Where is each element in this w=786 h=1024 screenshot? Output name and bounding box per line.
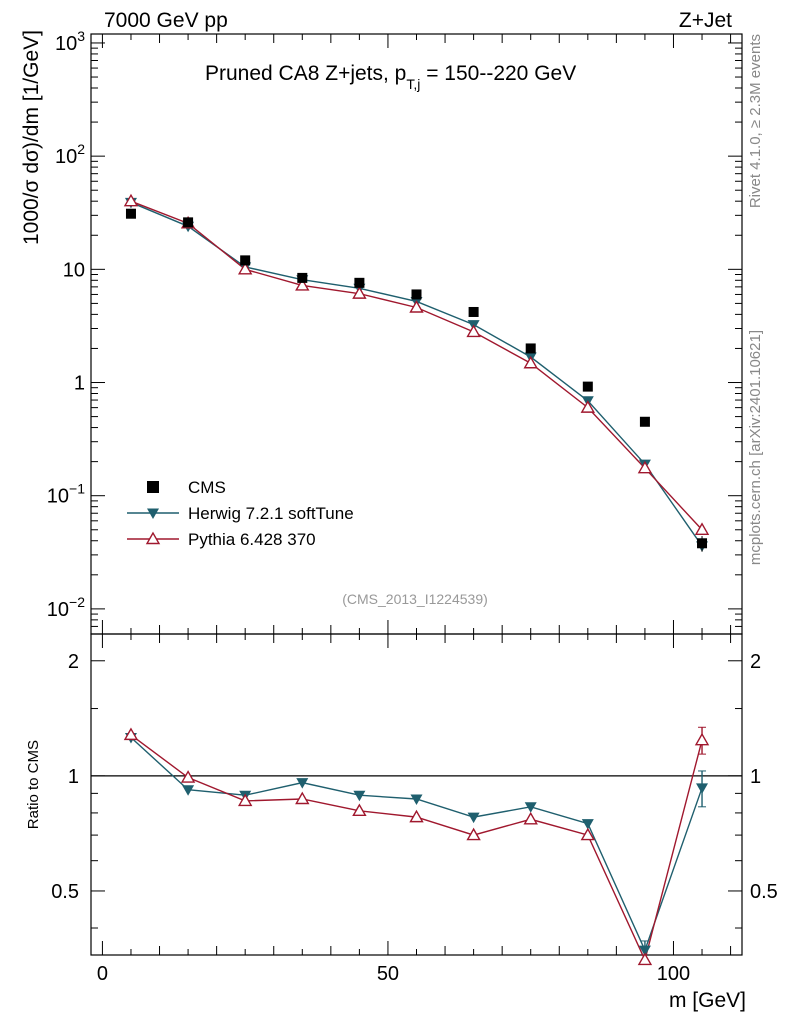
pythia-ratio-point (466, 827, 481, 841)
cms-point (697, 538, 708, 549)
cms-point (297, 272, 308, 283)
pythia-point (637, 460, 653, 474)
herwig-ratio-point (410, 794, 423, 805)
cms-point (354, 277, 365, 288)
ratio-tick-label-right: 0.5 (750, 881, 778, 903)
legend-cms-marker (147, 481, 159, 493)
pythia-point (580, 400, 596, 413)
x-tick-label: 100 (657, 963, 690, 985)
cms-point (240, 255, 251, 266)
y-tick-label: 1 (74, 373, 85, 395)
cms-point (639, 416, 650, 427)
rivet-version-label: Rivet 4.1.0, ≥ 2.3M events (747, 34, 764, 208)
y-tick-label: 10 (63, 259, 85, 281)
ratio-tick-label: 2 (68, 651, 79, 673)
header-left: 7000 GeV pp (104, 9, 228, 32)
x-tick-label: 0 (97, 963, 108, 985)
pythia-point (466, 324, 481, 338)
cms-point (125, 208, 136, 219)
pythia-ratio-point (180, 770, 196, 783)
herwig-ratio-point (296, 778, 309, 789)
pythia-point (123, 193, 139, 207)
ratio-tick-label: 1 (68, 766, 79, 788)
ratio-tick-label: 0.5 (51, 881, 79, 903)
cms-point (525, 343, 536, 354)
herwig-ratio-point (638, 945, 651, 957)
legend-pythia-marker (145, 531, 161, 545)
pythia-point (694, 522, 710, 535)
cms-point (183, 217, 194, 228)
herwig-ratio-point (581, 819, 594, 830)
chart-title: Pruned CA8 Z+jets, pT,j = 150--220 GeV (205, 62, 576, 92)
y-tick-label: 10−1 (47, 481, 85, 508)
cms-point (411, 289, 422, 300)
legend-label: Pythia 6.428 370 (188, 530, 316, 549)
legend: CMS Herwig 7.2.1 softTune Pythia 6.428 370 (127, 478, 354, 549)
y-axis-label: 1000/σ dσ)/dm [1/GeV] (20, 30, 43, 245)
pythia-point (295, 278, 310, 291)
herwig-ratio-point (467, 812, 480, 824)
pythia-ratio-point (123, 727, 139, 741)
x-axis-label: m [GeV] (669, 989, 746, 1012)
pythia-ratio-point (637, 952, 653, 966)
pythia-point (352, 286, 367, 299)
pythia-point (523, 355, 538, 369)
data-group (123, 193, 710, 966)
legend-label: CMS (188, 478, 226, 497)
pythia-ratio-point (694, 732, 710, 746)
pythia-point (237, 261, 253, 275)
y-tick-label: 102 (55, 141, 85, 168)
herwig-ratio-point (524, 802, 537, 813)
header-right: Z+Jet (679, 9, 732, 32)
herwig-ratio-point (182, 785, 195, 796)
mcplots-label: mcplots.cern.ch [arXiv:2401.10621] (747, 330, 764, 565)
ratio-tick-label-right: 1 (750, 766, 761, 788)
ratio-tick-label-right: 2 (750, 651, 761, 673)
herwig-ratio-point (696, 783, 709, 794)
pythia-point (409, 300, 424, 313)
ratio-y-axis-label: Ratio to CMS (25, 740, 42, 829)
x-tick-label: 50 (377, 963, 399, 985)
axes-group: 10−2 10−1 1 10 102 103 0 50 100 0.5 0.5 1 1 2 2 (47, 28, 778, 985)
pythia-ratio-point (409, 809, 424, 823)
pythia-ratio-point (295, 791, 310, 805)
ratio-line-pythia (130, 734, 703, 963)
legend-label: Herwig 7.2.1 softTune (188, 504, 354, 523)
y-tick-label: 103 (55, 28, 85, 55)
pythia-ratio-point (352, 803, 367, 817)
analysis-id: (CMS_2013_I1224539) (342, 591, 488, 607)
pythia-ratio-point (580, 827, 596, 841)
cms-point (468, 306, 479, 317)
cms-point (582, 381, 593, 392)
pythia-ratio-point (237, 793, 253, 807)
herwig-ratio-point (353, 790, 366, 802)
ratio-line-herwig (130, 736, 703, 953)
legend-herwig-marker (147, 508, 159, 519)
y-tick-label: 10−2 (47, 594, 85, 621)
pythia-ratio-point (523, 811, 538, 825)
